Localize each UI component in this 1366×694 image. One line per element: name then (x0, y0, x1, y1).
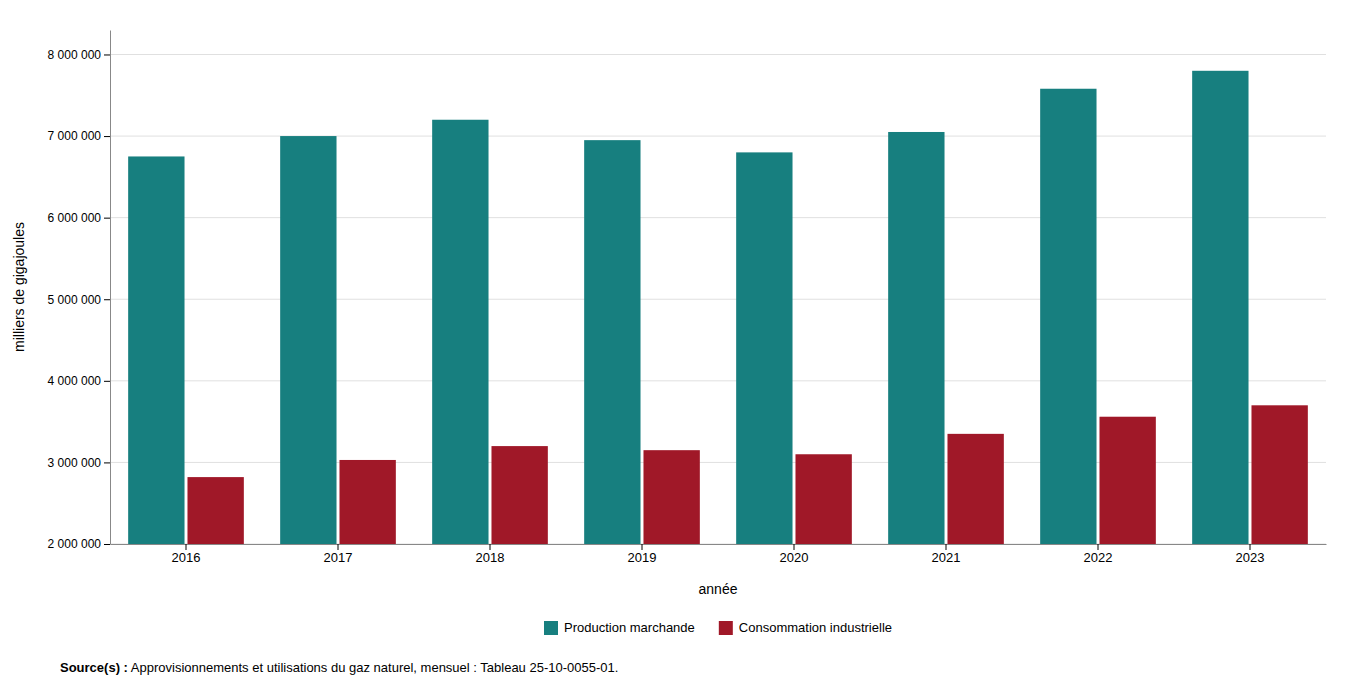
bar (491, 446, 547, 544)
x-tick: 2022 (1084, 544, 1113, 565)
x-tick: 2023 (1236, 544, 1265, 565)
x-tick-mark (490, 544, 491, 550)
x-tick-label: 2018 (476, 550, 505, 565)
legend-item: Production marchande (544, 620, 695, 635)
y-tick-mark (104, 381, 110, 382)
x-tick: 2019 (628, 544, 657, 565)
x-tick-mark (1098, 544, 1099, 550)
x-tick-mark (946, 544, 947, 550)
bar (1099, 417, 1155, 544)
y-axis-title: milliers de gigajoules (11, 222, 27, 352)
y-tick: 4 000 000 (48, 374, 110, 388)
bar (736, 152, 792, 544)
x-tick-mark (1250, 544, 1251, 550)
y-tick-label: 6 000 000 (48, 211, 102, 225)
x-tick-label: 2020 (780, 550, 809, 565)
x-tick-mark (642, 544, 643, 550)
y-tick-mark (104, 462, 110, 463)
y-tick-mark (104, 218, 110, 219)
x-tick: 2021 (932, 544, 961, 565)
y-tick: 5 000 000 (48, 293, 110, 307)
bar (888, 132, 944, 544)
bar (643, 450, 699, 544)
y-tick: 2 000 000 (48, 537, 110, 551)
bar (432, 120, 488, 544)
legend-item: Consommation industrielle (719, 620, 892, 635)
x-tick-label: 2017 (324, 550, 353, 565)
legend-label: Consommation industrielle (739, 620, 892, 635)
x-tick: 2017 (324, 544, 353, 565)
y-axis-line (110, 31, 111, 545)
x-tick-label: 2016 (172, 550, 201, 565)
source-text: Approvisionnements et utilisations du ga… (128, 660, 618, 675)
legend-swatch (544, 621, 558, 635)
x-axis: 2016 2017 2018 2019 2020 2021 2022 2023 (111, 544, 1327, 565)
y-tick: 6 000 000 (48, 211, 110, 225)
bar (187, 477, 243, 544)
x-tick: 2020 (780, 544, 809, 565)
y-tick-mark (104, 299, 110, 300)
y-tick-label: 7 000 000 (48, 129, 102, 143)
bar (1251, 405, 1307, 544)
bar (128, 156, 184, 544)
chart: 2 000 000 3 000 000 4 000 000 5 000 000 6 00… (0, 0, 1366, 694)
y-tick-mark (104, 136, 110, 137)
bars (128, 71, 1308, 544)
bar (947, 434, 1003, 544)
x-tick: 2018 (476, 544, 505, 565)
x-axis-line (111, 544, 1327, 545)
x-tick: 2016 (172, 544, 201, 565)
y-tick-mark (104, 54, 110, 55)
x-tick-label: 2022 (1084, 550, 1113, 565)
x-tick-mark (794, 544, 795, 550)
grid (110, 54, 1326, 544)
bar-series (128, 71, 1248, 544)
y-tick-mark (104, 544, 110, 545)
bar (339, 460, 395, 544)
bar (584, 140, 640, 544)
legend-label: Production marchande (564, 620, 695, 635)
x-axis-title: année (699, 581, 738, 597)
y-tick-label: 8 000 000 (48, 48, 102, 62)
x-tick-label: 2019 (628, 550, 657, 565)
x-tick-mark (186, 544, 187, 550)
y-tick: 7 000 000 (48, 129, 110, 143)
y-axis: 2 000 000 3 000 000 4 000 000 5 000 000 6 00… (48, 31, 111, 552)
source-note: Source(s) : Approvisionnements et utilis… (60, 660, 618, 675)
bar (1040, 89, 1096, 544)
bar (1192, 71, 1248, 544)
x-tick-label: 2021 (932, 550, 961, 565)
y-tick-label: 3 000 000 (48, 456, 102, 470)
legend-swatch (719, 621, 733, 635)
x-tick-mark (338, 544, 339, 550)
y-tick-label: 5 000 000 (48, 293, 102, 307)
legend: Production marchande Consommation industr… (544, 620, 892, 635)
source-label: Source(s) : (60, 660, 128, 675)
y-tick: 3 000 000 (48, 456, 110, 470)
plot-area: 2 000 000 3 000 000 4 000 000 5 000 000 6 00… (48, 31, 1327, 566)
bar (795, 454, 851, 544)
x-tick-label: 2023 (1236, 550, 1265, 565)
y-tick: 8 000 000 (48, 48, 110, 62)
bar-series (187, 405, 1307, 544)
y-tick-label: 2 000 000 (48, 537, 102, 551)
grid-line (110, 54, 1326, 55)
bar (280, 136, 336, 544)
y-tick-label: 4 000 000 (48, 374, 102, 388)
